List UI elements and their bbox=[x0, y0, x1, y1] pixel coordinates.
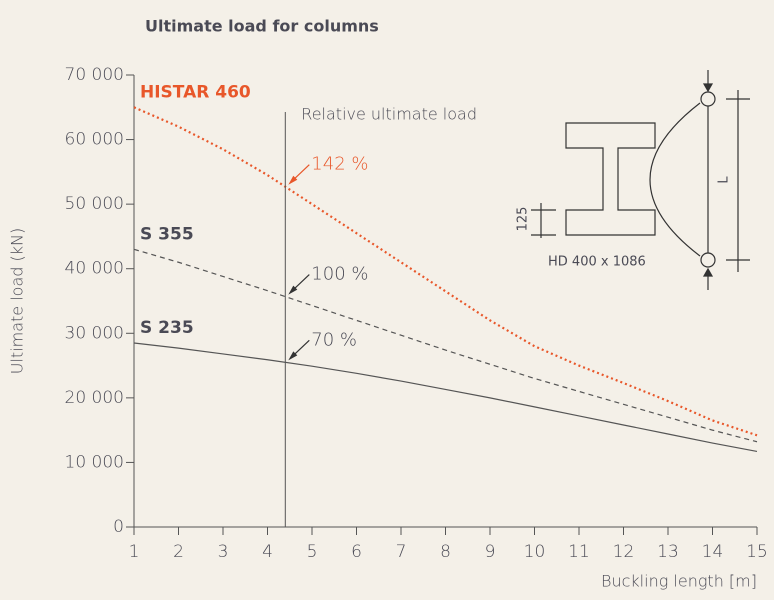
arrow-head bbox=[702, 267, 714, 277]
x-tick-label: 12 bbox=[613, 542, 635, 562]
arrow-head bbox=[288, 351, 298, 361]
x-tick-label: 5 bbox=[307, 542, 318, 562]
x-axis-label: Buckling length [m] bbox=[601, 572, 757, 591]
y-tick-label: 70 000 bbox=[65, 65, 124, 85]
x-tick-label: 10 bbox=[524, 542, 546, 562]
y-tick-label: 40 000 bbox=[65, 259, 124, 279]
x-tick-label: 3 bbox=[218, 542, 229, 562]
x-tick-label: 7 bbox=[396, 542, 407, 562]
series-label: S 235 bbox=[140, 318, 194, 338]
x-tick-label: 6 bbox=[351, 542, 362, 562]
series-label: S 355 bbox=[140, 224, 194, 244]
buckled-shape bbox=[649, 102, 701, 257]
x-tick-label: 4 bbox=[262, 542, 273, 562]
arrow-head bbox=[288, 285, 298, 295]
length-label: L bbox=[717, 176, 732, 184]
chart-title: Ultimate load for columns bbox=[145, 17, 379, 36]
annotation: 70 % bbox=[311, 329, 357, 350]
series-line bbox=[133, 106, 758, 437]
reference-label: Relative ultimate load bbox=[301, 105, 477, 124]
x-tick-label: 13 bbox=[657, 542, 679, 562]
annotation: 100 % bbox=[311, 264, 368, 285]
x-tick-label: 1 bbox=[129, 542, 140, 562]
y-tick-label: 0 bbox=[113, 517, 124, 537]
pin bbox=[700, 252, 716, 268]
x-tick-label: 9 bbox=[485, 542, 496, 562]
y-tick-label: 30 000 bbox=[65, 323, 124, 343]
y-tick-label: 10 000 bbox=[65, 452, 124, 472]
x-tick-label: 11 bbox=[568, 542, 590, 562]
arrow-head bbox=[702, 83, 714, 93]
section-diagram bbox=[531, 70, 750, 290]
section-label: HD 400 x 1086 bbox=[548, 255, 646, 270]
series-label: HISTAR 460 bbox=[140, 82, 251, 102]
y-tick-label: 50 000 bbox=[65, 194, 124, 214]
y-tick-label: 20 000 bbox=[65, 388, 124, 408]
series-line bbox=[133, 342, 758, 453]
x-tick-label: 2 bbox=[173, 542, 184, 562]
arrow-head bbox=[288, 175, 298, 185]
annotation: 142 % bbox=[311, 154, 368, 175]
x-tick-label: 8 bbox=[440, 542, 451, 562]
pin bbox=[700, 91, 716, 107]
i-beam bbox=[565, 122, 656, 236]
y-axis-label: Ultimate load (kN) bbox=[8, 228, 27, 374]
x-tick-label: 15 bbox=[746, 542, 768, 562]
flange-dim-label: 125 bbox=[516, 207, 531, 232]
series-line bbox=[133, 248, 758, 443]
x-tick-label: 14 bbox=[702, 542, 724, 562]
y-tick-label: 60 000 bbox=[65, 130, 124, 150]
